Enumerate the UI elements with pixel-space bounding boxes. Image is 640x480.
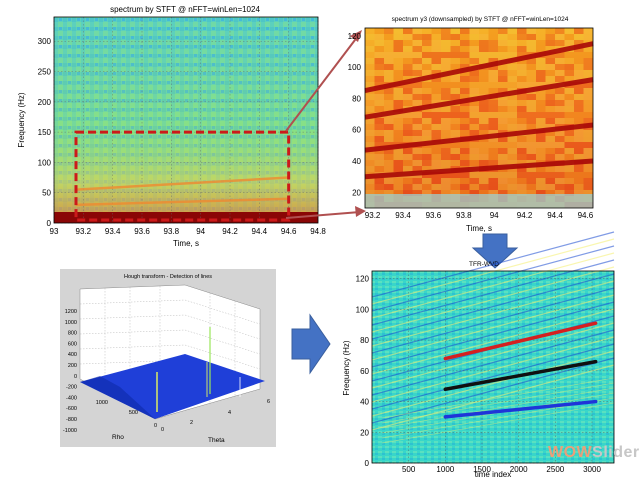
z-tick-label: -400 xyxy=(66,395,77,401)
detected-line xyxy=(443,359,598,392)
x-tick-label: 94.6 xyxy=(281,227,297,236)
low-frequency-band xyxy=(54,212,318,223)
rho-tick-label: 500 xyxy=(129,410,138,416)
x-tick-label: 93.4 xyxy=(395,211,411,220)
x-tick-label: 93.6 xyxy=(426,211,442,220)
spectral-line xyxy=(364,158,594,180)
theta-tick-label: 0 xyxy=(161,427,164,433)
y-tick-label: 80 xyxy=(352,94,361,103)
watermark-part2: Slider xyxy=(592,444,640,461)
y-tick-label: 0 xyxy=(365,459,370,468)
theta-tick-label: 2 xyxy=(190,420,193,426)
zoom-arrows xyxy=(285,30,366,219)
x-axis-label: time index xyxy=(475,470,511,479)
chart-title: spectrum y3 (downsampled) by STFT @ nFFT… xyxy=(392,16,569,23)
z-tick-label: -800 xyxy=(66,417,77,423)
theta-tick-label: 6 xyxy=(267,399,270,405)
down-arrow xyxy=(471,233,519,269)
rho-tick-label: 1000 xyxy=(96,400,108,406)
x-axis-label: Time, s xyxy=(173,239,199,248)
y-tick-label: 40 xyxy=(352,157,361,166)
y-tick-label: 150 xyxy=(38,128,52,137)
z-tick-label: 400 xyxy=(68,352,77,358)
theta-tick-label: 4 xyxy=(228,410,231,416)
spectral-line xyxy=(364,122,594,153)
y-tick-label: 0 xyxy=(47,219,52,228)
x-tick-label: 94.2 xyxy=(517,211,533,220)
chart-title: Hough transform - Detection of lines xyxy=(124,274,212,280)
spectral-line xyxy=(75,197,289,207)
x-tick-label: 1000 xyxy=(436,465,454,474)
y-tick-label: 120 xyxy=(348,32,362,41)
x-axis-label: Time, s xyxy=(466,224,492,233)
x-tick-label: 93.8 xyxy=(164,227,180,236)
x-tick-label: 93.2 xyxy=(76,227,92,236)
y-tick-label: 20 xyxy=(352,188,361,197)
tfr-wvd-chart: TFR-WVD 500 1000 1500 2000 2500 3000 0 20 40 60 8… xyxy=(342,231,615,479)
stft-spectrum-chart: spectrum by STFT @ nFFT=winLen=1024 93 93… xyxy=(17,5,326,248)
x-tick-label: 500 xyxy=(402,465,416,474)
downsampled-spectrum-chart: spectrum y3 (downsampled) by STFT @ nFFT… xyxy=(348,16,594,233)
spectral-line xyxy=(364,41,594,94)
y-axis-label: Frequency (Hz) xyxy=(342,340,351,395)
y-tick-label: 50 xyxy=(42,189,51,198)
x-tick-label: 2000 xyxy=(510,465,528,474)
spectral-line xyxy=(364,77,594,120)
x-tick-label: 93.8 xyxy=(456,211,472,220)
detected-line xyxy=(443,399,598,419)
x-tick-label: 2500 xyxy=(546,465,564,474)
chart-title: TFR-WVD xyxy=(469,261,499,268)
rho-axis-label: Rho xyxy=(112,434,124,441)
z-tick-label: -1000 xyxy=(63,428,77,434)
z-tick-label: 600 xyxy=(68,341,77,347)
spectrum-background xyxy=(365,28,593,208)
y-tick-label: 300 xyxy=(38,37,52,46)
z-tick-label: 800 xyxy=(68,331,77,337)
y-tick-label: 100 xyxy=(38,158,52,167)
x-tick-label: 93.4 xyxy=(105,227,121,236)
right-arrow xyxy=(291,313,331,375)
y-tick-label: 40 xyxy=(360,398,369,407)
x-tick-label: 94.2 xyxy=(222,227,238,236)
watermark-logo: WOWSlider xyxy=(548,444,640,462)
y-tick-label: 60 xyxy=(360,367,369,376)
y-tick-label: 80 xyxy=(360,336,369,345)
x-tick-label: 94.8 xyxy=(310,227,326,236)
y-tick-label: 100 xyxy=(348,63,362,72)
hough-transform-chart: Hough transform - Detection of lines 120… xyxy=(63,274,270,444)
y-tick-label: 200 xyxy=(38,98,52,107)
rho-tick-label: 0 xyxy=(154,423,157,429)
highlight-box xyxy=(74,130,291,222)
x-tick-label: 93.6 xyxy=(134,227,150,236)
y-tick-label: 120 xyxy=(356,275,370,284)
z-tick-label: -200 xyxy=(66,385,77,391)
x-tick-label: 93 xyxy=(50,227,59,236)
y-tick-label: 250 xyxy=(38,68,52,77)
y-axis-label: Frequency (Hz) xyxy=(17,92,26,147)
x-tick-label: 94.6 xyxy=(578,211,594,220)
x-tick-label: 93.2 xyxy=(365,211,381,220)
x-tick-label: 94.4 xyxy=(547,211,563,220)
y-tick-label: 20 xyxy=(360,428,369,437)
z-tick-label: 1000 xyxy=(65,320,77,326)
x-tick-label: 94 xyxy=(490,211,499,220)
z-tick-label: 200 xyxy=(68,363,77,369)
z-tick-label: 0 xyxy=(74,374,77,380)
x-tick-label: 94 xyxy=(196,227,205,236)
z-tick-label: -600 xyxy=(66,406,77,412)
chart-title: spectrum by STFT @ nFFT=winLen=1024 xyxy=(110,5,260,14)
x-tick-label: 1500 xyxy=(473,465,491,474)
x-tick-label: 94.4 xyxy=(252,227,268,236)
y-tick-label: 100 xyxy=(356,305,370,314)
watermark-part1: WOW xyxy=(548,444,593,461)
detected-line xyxy=(443,321,598,361)
y-tick-label: 60 xyxy=(352,126,361,135)
z-tick-label: 1200 xyxy=(65,309,77,315)
x-tick-label: 3000 xyxy=(583,465,601,474)
spectral-line xyxy=(75,176,289,191)
theta-axis-label: Theta xyxy=(208,437,225,444)
